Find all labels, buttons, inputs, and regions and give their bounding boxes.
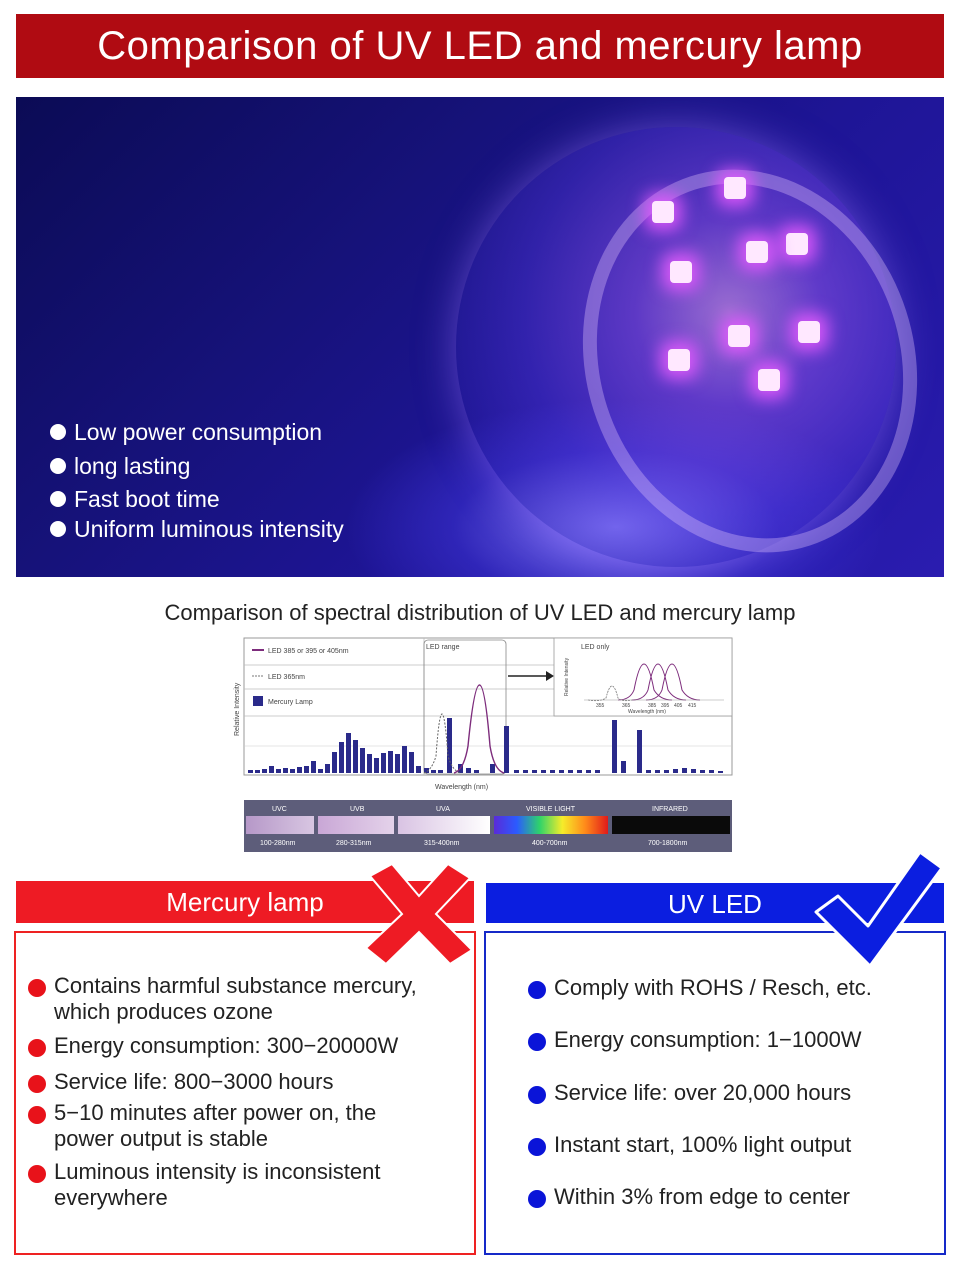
list-item: Contains harmful substance mercury, whic…: [28, 973, 468, 1025]
led-chip: [786, 233, 808, 255]
feature-item: Uniform luminous intensity: [50, 515, 470, 543]
list-item: Energy consumption: 1−1000W: [528, 1027, 938, 1053]
cross-icon: [364, 862, 474, 966]
mercury-lamp-panel: Contains harmful substance mercury, whic…: [14, 931, 476, 1255]
list-item: Comply with ROHS / Resch, etc.: [528, 975, 938, 1001]
svg-text:VISIBLE LIGHT: VISIBLE LIGHT: [526, 806, 576, 813]
checkmark-icon: [814, 850, 944, 968]
svg-text:UVC: UVC: [272, 806, 287, 813]
title-banner: Comparison of UV LED and mercury lamp: [16, 14, 944, 78]
list-item: Service life: 800−3000 hours: [28, 1069, 468, 1095]
list-item: 5−10 minutes after power on, the power o…: [28, 1100, 428, 1152]
inset-title: LED only: [581, 644, 610, 651]
svg-text:400-700nm: 400-700nm: [532, 840, 568, 847]
led-range-label: LED range: [426, 644, 460, 651]
bullet-icon: [528, 981, 546, 999]
bullet-icon: [28, 1039, 46, 1057]
svg-text:365: 365: [622, 703, 631, 709]
led-chip: [746, 241, 768, 263]
bullet-icon: [50, 424, 66, 440]
feature-list: Low power consumption long lasting Fast …: [50, 415, 470, 543]
mercury-bars: [248, 718, 723, 773]
uv-bulb-photo: Low power consumption long lasting Fast …: [16, 97, 944, 577]
bullet-icon: [28, 1165, 46, 1183]
legend-led-385: LED 385 or 395 or 405nm: [268, 648, 349, 655]
band-uvb: [318, 816, 394, 834]
bullet-icon: [50, 521, 66, 537]
spectrum-title: Comparison of spectral distribution of U…: [164, 600, 796, 625]
list-item: Energy consumption: 300−20000W: [28, 1033, 468, 1059]
led-chip: [724, 177, 746, 199]
bullet-icon: [528, 1086, 546, 1104]
list-item: Luminous intensity is inconsistent every…: [28, 1159, 428, 1211]
led-chip: [758, 369, 780, 391]
uv-led-title: UV LED: [668, 889, 762, 919]
band-uva: [398, 816, 490, 834]
feature-item: Low power consumption: [50, 415, 470, 449]
feature-item: long lasting: [50, 449, 470, 483]
bullet-icon: [528, 1033, 546, 1051]
y-axis-label: Relative Intensity: [234, 682, 241, 736]
x-axis-label: Wavelength (nm): [435, 784, 488, 791]
svg-text:Wavelength (nm): Wavelength (nm): [628, 709, 666, 715]
bullet-icon: [528, 1138, 546, 1156]
bullet-icon: [28, 1106, 46, 1124]
feature-item: Fast boot time: [50, 483, 470, 515]
list-item: Instant start, 100% light output: [528, 1132, 938, 1158]
uv-led-panel: Comply with ROHS / Resch, etc. Energy co…: [484, 931, 946, 1255]
bullet-icon: [50, 458, 66, 474]
uv-led-header: UV LED: [486, 883, 944, 923]
svg-text:315-400nm: 315-400nm: [424, 840, 460, 847]
spectrum-figure: Relative Intensity LED 385 or 395 or 405…: [234, 637, 733, 852]
mercury-lamp-title: Mercury lamp: [166, 887, 324, 917]
bullet-icon: [528, 1190, 546, 1208]
list-item: Service life: over 20,000 hours: [528, 1080, 938, 1106]
led-chip: [668, 349, 690, 371]
svg-text:405: 405: [674, 703, 683, 709]
svg-text:280-315nm: 280-315nm: [336, 840, 372, 847]
page-title: Comparison of UV LED and mercury lamp: [97, 24, 863, 68]
band-infrared: [612, 816, 730, 834]
led-chip: [670, 261, 692, 283]
bullet-icon: [28, 979, 46, 997]
inset-chart: [553, 637, 733, 717]
led-chip: [728, 325, 750, 347]
list-item: Within 3% from edge to center: [528, 1184, 938, 1210]
led-chip: [798, 321, 820, 343]
svg-text:415: 415: [688, 703, 697, 709]
bullet-icon: [50, 491, 66, 507]
svg-text:700-1800nm: 700-1800nm: [648, 840, 687, 847]
svg-text:Relative Intensity: Relative Intensity: [564, 657, 570, 696]
legend-mercury: Mercury Lamp: [268, 699, 313, 706]
led-365-curve: [423, 713, 461, 774]
band-uvc: [246, 816, 314, 834]
svg-text:100-280nm: 100-280nm: [260, 840, 296, 847]
led-chip: [652, 201, 674, 223]
band-visible: [494, 816, 608, 834]
svg-text:UVB: UVB: [350, 806, 365, 813]
svg-text:385: 385: [648, 703, 657, 709]
svg-text:355: 355: [596, 703, 605, 709]
svg-text:395: 395: [661, 703, 670, 709]
legend-led-365: LED 365nm: [268, 674, 305, 681]
svg-text:INFRARED: INFRARED: [652, 806, 688, 813]
led-395-curve: [453, 684, 505, 774]
svg-text:UVA: UVA: [436, 806, 450, 813]
bulb-glow: [456, 127, 896, 567]
bullet-icon: [28, 1075, 46, 1093]
